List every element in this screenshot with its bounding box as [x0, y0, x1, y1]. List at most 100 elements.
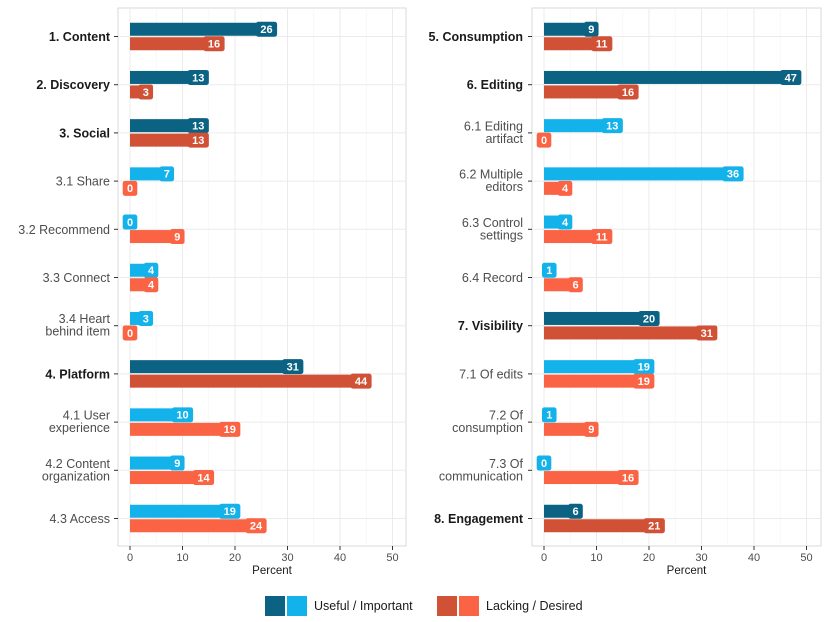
- data-label-box-lacking: [643, 518, 665, 534]
- bar-useful: [544, 70, 791, 84]
- legend-swatch-lacking-light: [459, 596, 479, 616]
- data-label-lacking: 9: [588, 424, 594, 436]
- data-label-box-useful: [633, 359, 655, 375]
- category-label: 3.2 Recommend: [18, 223, 110, 237]
- data-label-box-useful: [143, 262, 159, 278]
- data-label-box-useful: [601, 118, 623, 134]
- data-label-box-useful: [187, 69, 209, 85]
- data-label-box-useful: [138, 310, 154, 326]
- data-label-useful: 1: [546, 410, 552, 422]
- data-label-box-lacking: [617, 84, 639, 100]
- category-label: 4.2 Content organization: [42, 457, 111, 484]
- x-tick-label: 40: [748, 552, 760, 564]
- data-label-lacking: 0: [541, 135, 547, 147]
- data-label-box-lacking: [696, 325, 718, 341]
- x-tick-label: 50: [800, 552, 812, 564]
- bar-useful: [130, 22, 267, 36]
- bar-useful: [130, 408, 183, 422]
- data-label-box-lacking: [617, 470, 639, 486]
- bar-useful: [130, 456, 178, 470]
- data-label-useful: 13: [192, 120, 204, 132]
- data-label-useful: 1: [546, 265, 552, 277]
- bar-lacking: [544, 519, 655, 533]
- data-label-lacking: 14: [197, 472, 210, 484]
- data-label-useful: 3: [143, 313, 149, 325]
- bar-lacking: [130, 471, 204, 485]
- x-tick-label: 0: [127, 552, 133, 564]
- bar-lacking: [544, 85, 628, 99]
- bar-lacking: [130, 374, 361, 388]
- x-tick-label: 10: [176, 552, 188, 564]
- data-label-useful: 36: [727, 169, 739, 181]
- data-label-box-useful: [568, 503, 583, 519]
- x-axis-title: Percent: [667, 565, 707, 577]
- data-label-box-useful: [255, 21, 278, 37]
- data-label-box-lacking: [122, 180, 138, 196]
- bar-useful: [130, 70, 199, 84]
- data-label-box-useful: [722, 166, 744, 182]
- category-label: 6.2 Multiple editors: [459, 168, 523, 195]
- data-label-useful: 31: [287, 361, 299, 373]
- bar-useful: [130, 167, 167, 181]
- category-label: 7. Visibility: [458, 319, 523, 333]
- data-label-lacking: 16: [622, 87, 634, 99]
- x-tick-label: 40: [334, 552, 346, 564]
- data-label-useful: 6: [572, 506, 578, 518]
- data-label-box-useful: [219, 503, 241, 519]
- data-label-box-useful: [541, 407, 557, 423]
- bar-useful: [544, 311, 649, 325]
- x-axis-title: Percent: [252, 565, 292, 577]
- data-label-useful: 0: [541, 458, 547, 470]
- x-tick-label: 20: [643, 552, 655, 564]
- bar-lacking: [544, 374, 644, 388]
- bar-lacking: [130, 422, 230, 436]
- data-label-box-lacking: [203, 36, 225, 52]
- data-label-box-useful: [282, 359, 304, 375]
- data-label-useful: 13: [606, 120, 618, 132]
- data-label-box-lacking: [350, 373, 372, 389]
- data-label-useful: 4: [562, 217, 569, 229]
- bar-useful: [544, 167, 733, 181]
- category-label: 6.4 Record: [462, 271, 523, 285]
- data-label-lacking: 13: [192, 135, 204, 147]
- bar-lacking: [130, 230, 178, 244]
- data-label-useful: 7: [164, 169, 170, 181]
- data-label-useful: 47: [785, 72, 797, 84]
- legend-label-lacking: Lacking / Desired: [486, 599, 583, 613]
- category-label: 6.3 Control settings: [462, 216, 523, 243]
- data-label-box-useful: [780, 69, 802, 85]
- data-label-lacking: 0: [127, 328, 133, 340]
- category-label: 3. Social: [59, 126, 110, 140]
- category-label: 3.4 Heart behind item: [45, 312, 110, 339]
- bar-useful: [130, 504, 230, 518]
- data-label-useful: 10: [176, 410, 188, 422]
- data-label-box-useful: [122, 214, 138, 230]
- data-label-box-lacking: [219, 421, 241, 437]
- data-label-lacking: 0: [127, 183, 133, 195]
- data-label-useful: 0: [127, 217, 133, 229]
- category-label: 4.1 User experience: [49, 409, 110, 436]
- data-label-box-lacking: [169, 229, 185, 245]
- data-label-box-useful: [159, 166, 175, 182]
- bar-lacking: [130, 519, 256, 533]
- data-label-useful: 26: [260, 24, 272, 36]
- data-label-useful: 9: [588, 24, 594, 36]
- legend-label-useful: Useful / Important: [314, 599, 413, 613]
- data-label-box-useful: [536, 455, 552, 471]
- data-label-box-lacking: [192, 470, 215, 486]
- data-label-box-lacking: [591, 36, 613, 52]
- category-label: 4. Platform: [45, 367, 110, 381]
- bar-useful: [544, 360, 644, 374]
- bar-lacking: [544, 471, 628, 485]
- bar-useful: [544, 504, 576, 518]
- data-label-box-useful: [638, 310, 660, 326]
- data-label-lacking: 19: [638, 376, 650, 388]
- category-label: 7.1 Of edits: [459, 367, 523, 381]
- x-tick-label: 0: [541, 552, 547, 564]
- category-label: 3.1 Share: [56, 175, 110, 189]
- data-label-box-lacking: [557, 180, 573, 196]
- category-label: 8. Engagement: [434, 512, 524, 526]
